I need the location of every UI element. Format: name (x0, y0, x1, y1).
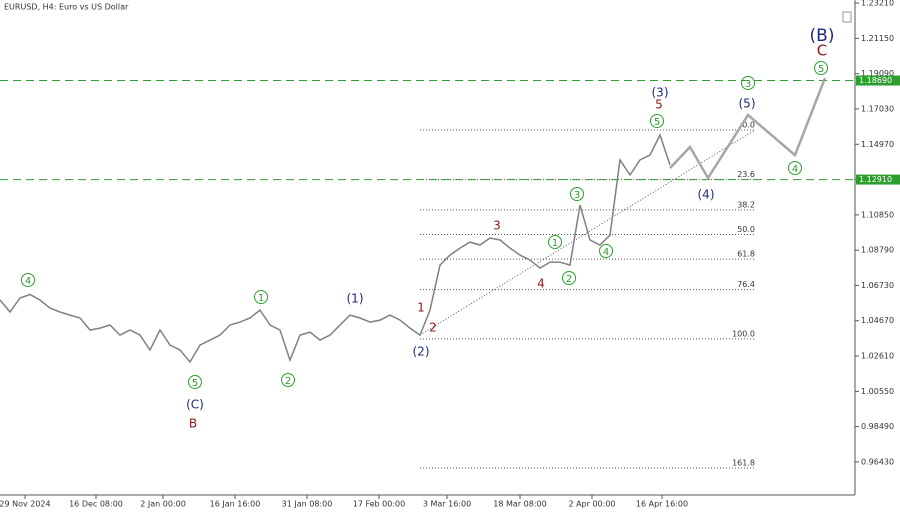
wave-label: (C) (186, 398, 204, 412)
y-tick-label: 1.19090 (861, 69, 894, 78)
price-line (0, 133, 671, 364)
wave-label: (5) (739, 97, 756, 111)
wave-circle (281, 373, 295, 387)
level-label: 1.18690 (859, 76, 892, 85)
y-tick-label: 1.06730 (861, 281, 894, 290)
wave-label: 4 (25, 276, 31, 287)
wave-circle (562, 271, 576, 285)
fib-label: 0.0 (742, 121, 755, 130)
wave-label: 3 (745, 79, 751, 90)
y-tick-label: 1.00550 (861, 387, 894, 396)
wave-label: 5 (192, 378, 198, 389)
level-label: 1.12910 (859, 175, 892, 184)
info-icon (842, 11, 852, 23)
wave-label: 2 (285, 376, 291, 387)
wave-circle (599, 244, 613, 258)
x-tick-label: 3 Mar 16:00 (423, 500, 471, 509)
wave-label: 4 (603, 247, 609, 258)
x-tick-label: 31 Jan 08:00 (282, 500, 333, 509)
chart-title: EURUSD, H4: Euro vs US Dollar (4, 3, 129, 12)
price-line (669, 77, 827, 181)
y-tick-label: 1.23210 (861, 0, 894, 8)
level-box (856, 174, 900, 185)
wave-label: 3 (493, 219, 501, 233)
fib-label: 50.0 (737, 225, 755, 234)
y-tick-label: 1.08790 (861, 246, 894, 255)
wave-label: 5 (655, 98, 663, 112)
wave-label: 4 (792, 164, 798, 175)
wave-label: (3) (652, 86, 669, 100)
wave-circle (814, 61, 828, 75)
wave-circle (741, 76, 755, 90)
y-tick-label: 0.98490 (861, 422, 894, 431)
fib-label: 161.8 (732, 458, 755, 467)
wave-circle (650, 114, 664, 128)
level-box (856, 75, 900, 86)
fib-label: 61.8 (737, 250, 755, 259)
y-tick-label: 1.14970 (861, 140, 894, 149)
wave-label: (1) (347, 292, 364, 306)
wave-circle (254, 290, 268, 304)
wave-circle (788, 161, 802, 175)
wave-label: 2 (566, 274, 572, 285)
y-tick-label: 0.96430 (861, 457, 894, 466)
x-tick-label: 18 Mar 08:00 (493, 500, 546, 509)
fib-label: 100.0 (732, 329, 755, 338)
wave-label: 1 (552, 238, 558, 249)
wave-label: (B) (810, 26, 835, 46)
wave-label: 1 (417, 301, 425, 315)
fib-label: 76.4 (737, 280, 755, 289)
wave-circle (188, 375, 202, 389)
x-tick-label: 16 Apr 16:00 (636, 500, 688, 509)
y-tick-label: 1.17030 (861, 104, 894, 113)
x-tick-label: 17 Feb 00:00 (353, 500, 405, 509)
wave-circle (21, 273, 35, 287)
fib-label: 38.2 (737, 200, 755, 209)
wave-label: 3 (574, 190, 580, 201)
x-tick-label: 16 Jan 16:00 (210, 500, 261, 509)
y-tick-label: 1.10850 (861, 210, 894, 219)
x-tick-label: 2 Apr 00:00 (568, 500, 615, 509)
x-tick-label: 2 Jan 00:00 (140, 500, 186, 509)
y-tick-label: 1.04670 (861, 316, 894, 325)
wave-label: (2) (413, 345, 430, 359)
wave-label: 5 (818, 64, 824, 75)
wave-label: B (189, 417, 197, 431)
wave-label: 5 (654, 117, 660, 128)
y-tick-label: 1.02610 (861, 352, 894, 361)
wave-circle (570, 187, 584, 201)
x-tick-label: 29 Nov 2024 (0, 500, 51, 509)
wave-label: C (817, 42, 827, 60)
wave-label: 1 (258, 293, 264, 304)
wave-label: 4 (537, 277, 545, 291)
fib-label: 23.6 (737, 170, 755, 179)
wave-label: 2 (429, 321, 437, 335)
wave-label: (4) (698, 188, 715, 202)
x-tick-label: 16 Dec 08:00 (69, 500, 123, 509)
y-tick-label: 1.21150 (861, 34, 894, 43)
wave-circle (548, 235, 562, 249)
